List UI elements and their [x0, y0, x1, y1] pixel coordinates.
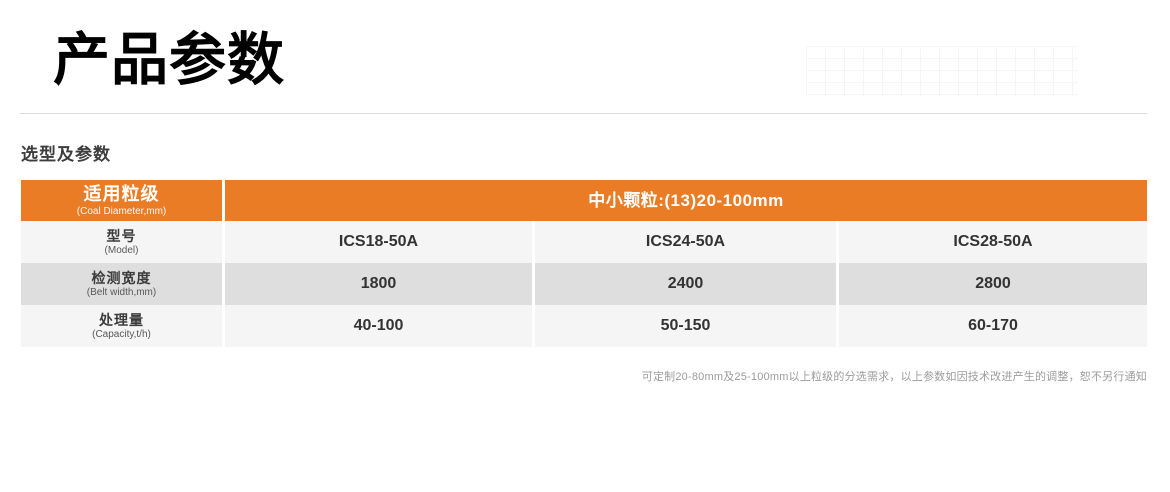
value-belt-width-3: 2800	[975, 274, 1011, 292]
row-label-belt-width: 检测宽度 (Belt width,mm)	[21, 263, 222, 305]
row-label-model: 型号 (Model)	[21, 221, 222, 263]
header-label-zh: 适用粒级	[83, 183, 160, 204]
header-cell-particle-range: 中小颗粒:(13)20-100mm	[225, 180, 1147, 221]
value-capacity-1: 40-100	[353, 316, 404, 334]
value-model-3: ICS28-50A	[953, 232, 1033, 250]
cell-capacity-1: 40-100	[225, 305, 532, 347]
value-capacity-3: 60-170	[968, 316, 1018, 334]
section-title: 选型及参数	[21, 145, 111, 164]
header-span-title: 中小颗粒:(13)20-100mm	[588, 190, 784, 210]
value-capacity-2: 50-150	[660, 316, 711, 334]
cell-capacity-3: 60-170	[839, 305, 1147, 347]
cell-model-1: ICS18-50A	[225, 221, 532, 263]
cell-belt-width-1: 1800	[225, 263, 532, 305]
background-grid-decoration	[806, 46, 1078, 96]
header-cell-coal-diameter: 适用粒级 (Coal Diameter,mm)	[21, 180, 222, 221]
row-label-zh: 型号	[106, 227, 137, 244]
value-model-1: ICS18-50A	[338, 232, 419, 250]
title-divider	[20, 113, 1147, 114]
cell-model-2: ICS24-50A	[535, 221, 836, 263]
footnote: 可定制20-80mm及25-100mm以上粒级的分选需求，以上参数如因技术改进产…	[641, 371, 1147, 383]
value-belt-width-2: 2400	[667, 274, 704, 292]
cell-model-3: ICS28-50A	[839, 221, 1147, 263]
row-label-en: (Model)	[104, 244, 139, 256]
row-label-capacity: 处理量 (Capacity,t/h)	[21, 305, 222, 347]
row-label-zh: 处理量	[99, 311, 144, 328]
value-belt-width-1: 1800	[360, 274, 397, 292]
header-label-en: (Coal Diameter,mm)	[76, 205, 167, 217]
cell-belt-width-3: 2800	[839, 263, 1147, 305]
row-label-en: (Belt width,mm)	[86, 286, 157, 298]
cell-capacity-2: 50-150	[535, 305, 836, 347]
spec-table: 适用粒级 (Coal Diameter,mm) 中小颗粒:(13)20-100m…	[21, 180, 1147, 347]
row-label-en: (Capacity,t/h)	[92, 328, 151, 340]
value-model-2: ICS24-50A	[645, 232, 726, 250]
page-title: 产品参数	[53, 28, 285, 92]
row-label-zh: 检测宽度	[91, 269, 152, 286]
cell-belt-width-2: 2400	[535, 263, 836, 305]
